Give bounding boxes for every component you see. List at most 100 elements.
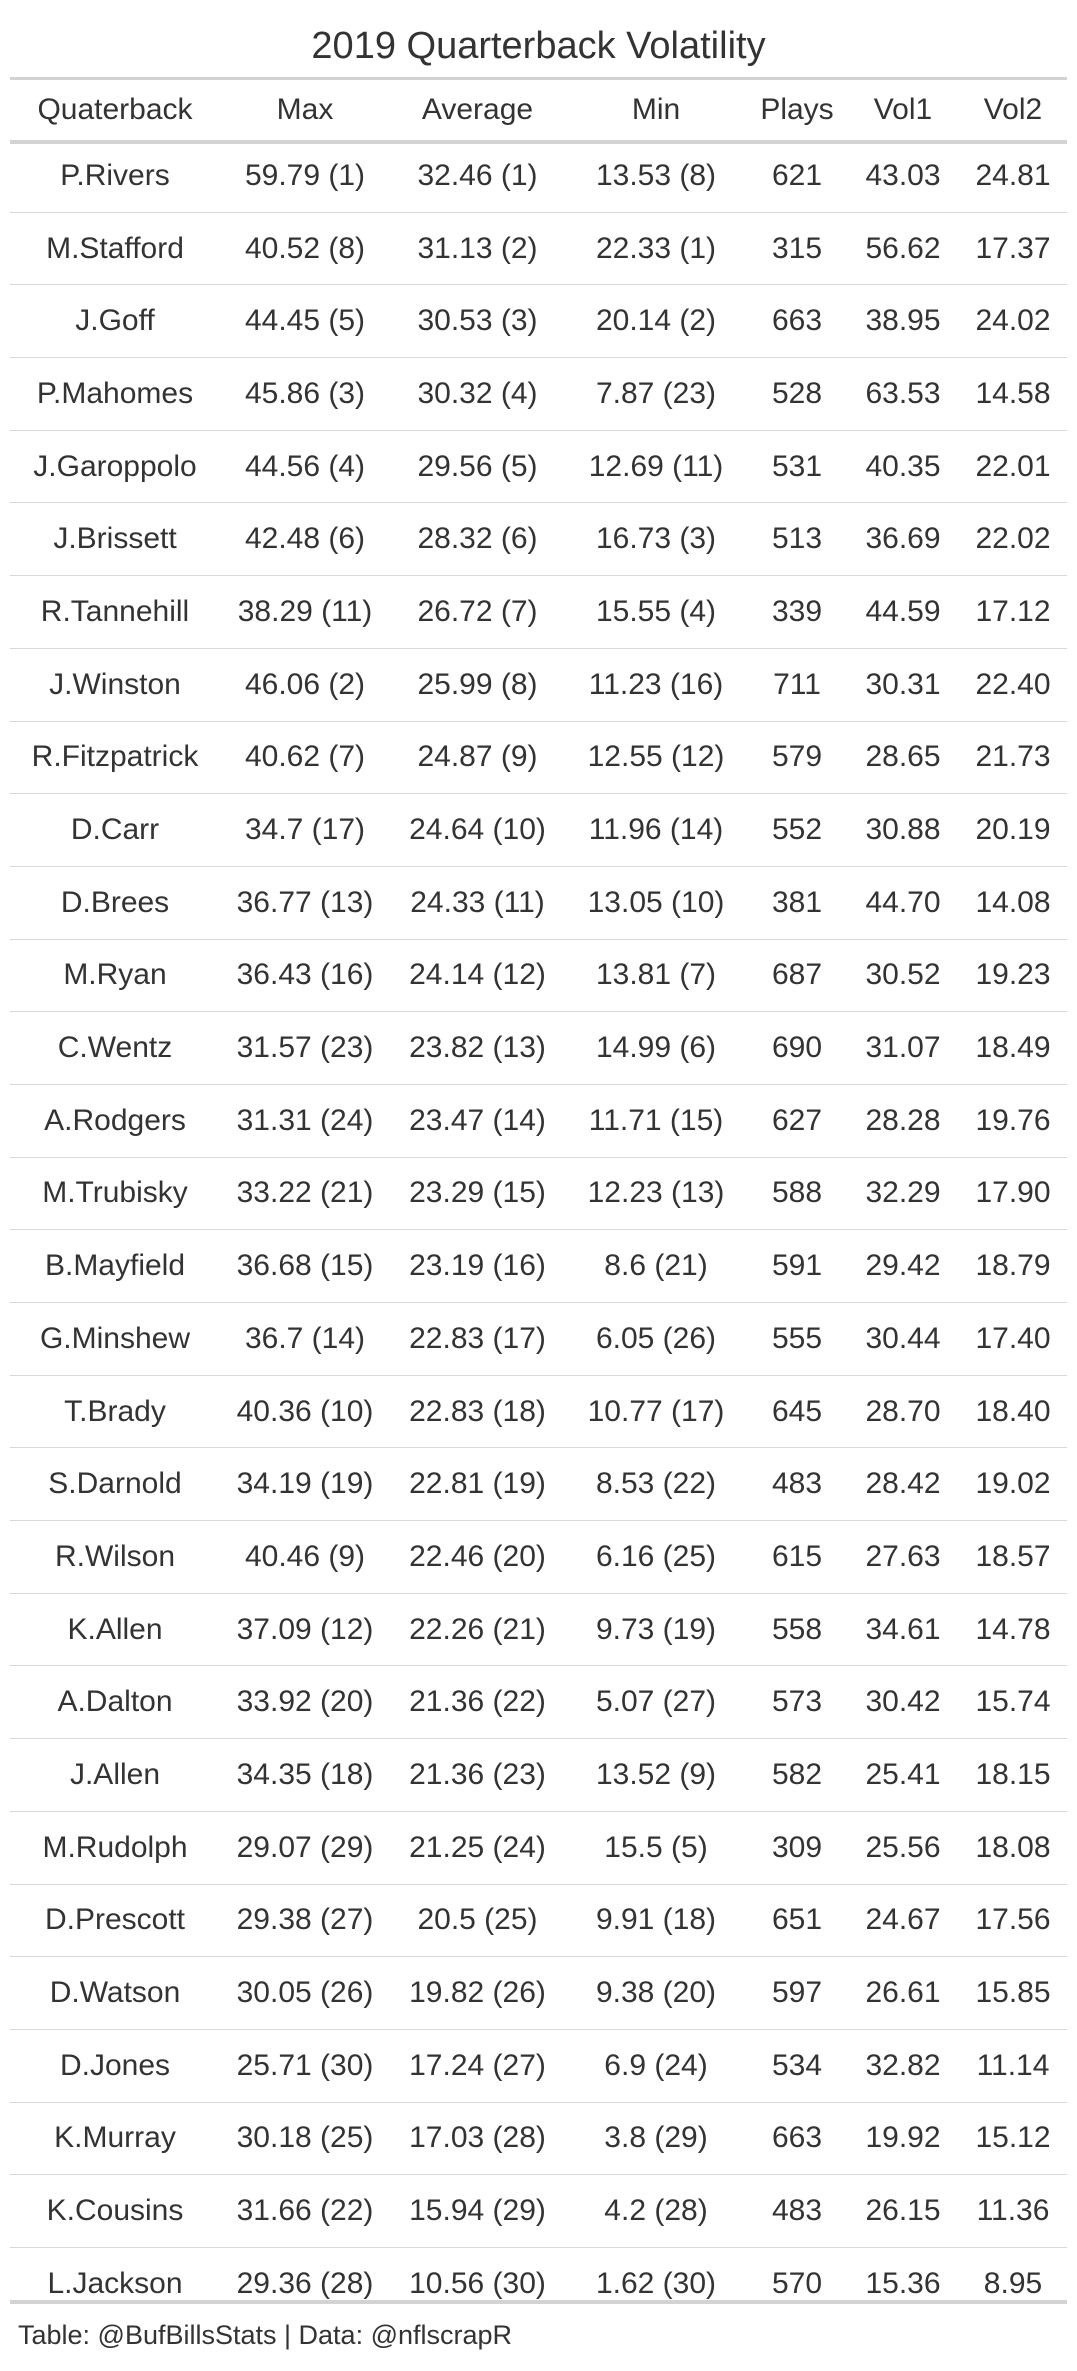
header-rule [10,140,1067,144]
cell-plays: 483 [747,1447,847,1521]
cell-average: 24.87 (9) [390,720,565,794]
col-header-max: Max [276,93,334,126]
cell-quarterback: M.Stafford [10,211,220,285]
table-row: J.Goff 44.45 (5) 30.53 (3) 20.14 (2) 663 38.9… [10,284,1067,358]
cell-vol2: 24.81 [975,158,1051,192]
cell-quarterback: D.Brees [10,865,220,940]
cell-max: 36.7 (14) [220,1302,390,1376]
cell-vol1: 31.07 [847,1011,959,1085]
cell-plays: 309 [747,1810,847,1884]
cell-vol1: 25.56 [847,1810,959,1884]
col-header-min: Min [631,93,681,126]
cell-quarterback: S.Darnold [10,1447,220,1521]
cell-vol1: 30.42 [847,1665,959,1739]
table-row: D.Watson 30.05 (26) 19.82 (26) 9.38 (20) 597… [10,1956,1067,2030]
cell-vol1: 44.70 [847,865,959,940]
cell-plays: 552 [747,793,847,867]
table-row: J.Allen 34.35 (18) 21.36 (23) 13.52 (9) 582 2… [10,1738,1067,1812]
cell-average: 26.72 (7) [390,575,565,649]
cell-min: 12.55 (12) [565,720,747,794]
cell-vol2: 17.37 [959,211,1067,285]
cell-min: 22.33 (1) [565,211,747,285]
cell-average: 22.81 (19) [390,1447,565,1521]
cell-vol1: 27.63 [847,1520,959,1594]
cell-plays: 582 [747,1738,847,1812]
cell-vol2: 18.79 [959,1229,1067,1303]
cell-max: 36.77 (13) [220,865,390,940]
cell-plays: 558 [747,1592,847,1666]
table-row: R.Fitzpatrick 40.62 (7) 24.87 (9) 12.55 (12… [10,720,1067,794]
cell-min: 11.96 (14) [565,793,747,867]
cell-vol2: 18.57 [959,1520,1067,1594]
cell-vol1: 34.61 [847,1592,959,1666]
cell-average: 10.56 (30) [390,2246,565,2320]
cell-min: 11.71 (15) [565,1083,747,1158]
cell-average: 23.47 (14) [390,1083,565,1158]
cell-vol2: 21.73 [959,720,1067,794]
cell-vol2: 11.36 [959,2174,1067,2248]
table-row: K.Cousins 31.66 (22) 15.94 (29) 4.2 (28) 483… [10,2174,1067,2248]
cell-max: 31.31 (24) [220,1083,390,1158]
cell-min: 13.53 (8) [595,158,717,192]
cell-min: 9.91 (18) [565,1883,747,1957]
cell-plays: 645 [747,1374,847,1448]
cell-quarterback: K.Murray [10,2101,220,2175]
cell-average: 21.25 (24) [390,1810,565,1884]
cell-vol2: 15.12 [959,2101,1067,2175]
table-title: 2019 Quarterback Volatility [311,25,766,67]
cell-vol1: 28.28 [847,1083,959,1158]
cell-average: 17.03 (28) [390,2101,565,2175]
cell-quarterback: J.Winston [10,647,220,721]
cell-quarterback: J.Allen [10,1738,220,1812]
cell-vol1: 28.70 [847,1374,959,1448]
cell-min: 13.52 (9) [565,1738,747,1812]
cell-max: 38.29 (11) [220,575,390,649]
col-header-plays: Plays [760,93,834,126]
cell-average: 22.26 (21) [390,1592,565,1666]
cell-quarterback: R.Fitzpatrick [10,720,220,794]
table-row: J.Brissett 42.48 (6) 28.32 (6) 16.73 (3) 513… [10,502,1067,576]
table-row: R.Wilson 40.46 (9) 22.46 (20) 6.16 (25) 615 2… [10,1520,1067,1594]
cell-vol2: 17.90 [959,1156,1067,1230]
cell-average: 28.32 (6) [390,502,565,576]
table-row: C.Wentz 31.57 (23) 23.82 (13) 14.99 (6) 690 3… [10,1011,1067,1085]
cell-min: 13.05 (10) [565,865,747,940]
cell-vol1: 30.88 [847,793,959,867]
cell-quarterback: K.Cousins [10,2174,220,2248]
cell-max: 40.36 (10) [220,1374,390,1448]
cell-max: 29.38 (27) [220,1883,390,1957]
cell-vol1: 36.69 [847,502,959,576]
cell-vol1: 25.41 [847,1738,959,1812]
cell-vol2: 15.85 [959,1956,1067,2030]
cell-average: 32.46 (1) [417,158,538,192]
cell-average: 17.24 (27) [390,2028,565,2103]
cell-min: 8.53 (22) [565,1447,747,1521]
cell-min: 6.05 (26) [565,1302,747,1376]
col-header-average: Average [421,93,534,126]
cell-min: 4.2 (28) [565,2174,747,2248]
cell-max: 40.62 (7) [220,720,390,794]
cell-vol2: 14.58 [959,357,1067,431]
cell-vol2: 19.23 [959,938,1067,1012]
cell-plays: 663 [747,2101,847,2175]
cell-quarterback: K.Allen [10,1592,220,1666]
cell-average: 24.14 (12) [390,938,565,1012]
cell-max: 25.71 (30) [220,2028,390,2103]
cell-plays: 513 [747,502,847,576]
cell-plays: 315 [747,211,847,285]
cell-max: 31.57 (23) [220,1011,390,1085]
cell-quarterback: P.Rivers [60,158,170,192]
cell-quarterback: A.Rodgers [10,1083,220,1158]
cell-plays: 690 [747,1011,847,1085]
cell-plays: 711 [747,647,847,721]
cell-vol2: 17.40 [959,1302,1067,1376]
cell-plays: 615 [747,1520,847,1594]
cell-vol2: 22.40 [959,647,1067,721]
cell-quarterback: T.Brady [10,1374,220,1448]
cell-max: 59.79 (1) [244,158,366,192]
bottom-rule [10,2300,1067,2304]
cell-min: 9.38 (20) [565,1956,747,2030]
cell-vol1: 19.92 [847,2101,959,2175]
cell-average: 19.82 (26) [390,1956,565,2030]
cell-min: 7.87 (23) [565,357,747,431]
